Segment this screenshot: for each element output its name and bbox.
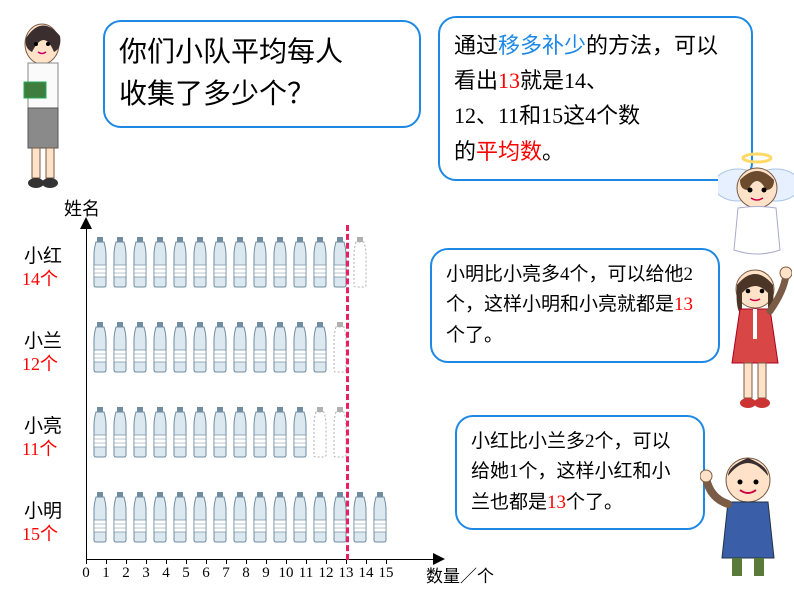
boy-figure xyxy=(700,448,790,578)
row-name: 小兰 xyxy=(24,326,62,353)
explain-text-b: 12、11和15这4个数 xyxy=(454,103,640,128)
teacher-figure xyxy=(4,18,84,193)
explain-bubble-low: 小红比小兰多2个，可以给她1个，这样小红和小兰也都是13个了。 xyxy=(455,415,705,530)
row-name: 小红 xyxy=(24,241,62,268)
y-axis xyxy=(86,225,87,560)
x-tick-label: 13 xyxy=(339,565,354,582)
bottle-row xyxy=(90,490,390,544)
angel-figure xyxy=(718,150,794,260)
x-tick-label: 1 xyxy=(102,565,110,582)
row-count: 11个 xyxy=(22,435,57,461)
x-tick-label: 10 xyxy=(279,565,294,582)
explain-text-mid: 小明比小亮多4个，可以给他2个，这样小明和小亮就都是13个了。 xyxy=(446,264,693,346)
explain-bubble-top: 通过移多补少的方法，可以看出13就是14、 12、11和15这4个数 的平均数。 xyxy=(438,16,753,181)
question-line2: 收集了多少个？ xyxy=(119,74,405,116)
explain-text-c: 的平均数。 xyxy=(454,139,564,164)
question-line1: 你们小队平均每人 xyxy=(119,32,405,74)
x-tick-label: 4 xyxy=(162,565,170,582)
x-tick-label: 9 xyxy=(262,565,270,582)
x-axis xyxy=(86,559,436,560)
row-count: 15个 xyxy=(22,520,58,546)
girl-figure xyxy=(718,263,792,413)
x-tick-label: 6 xyxy=(202,565,210,582)
x-tick-label: 14 xyxy=(359,565,374,582)
x-tick-label: 7 xyxy=(222,565,230,582)
row-name: 小亮 xyxy=(24,411,62,438)
x-tick-label: 0 xyxy=(82,565,90,582)
x-tick-label: 11 xyxy=(299,565,313,582)
x-tick-label: 5 xyxy=(182,565,190,582)
row-name: 小明 xyxy=(24,496,62,523)
bottle-row xyxy=(90,235,370,289)
x-tick-label: 2 xyxy=(122,565,130,582)
pictograph-chart: 姓名 数量／个 0123456789101112131415 小红14个 xyxy=(14,200,454,595)
explain-bubble-mid: 小明比小亮多4个，可以给他2个，这样小明和小亮就都是13个了。 xyxy=(430,248,720,363)
x-tick-label: 3 xyxy=(142,565,150,582)
bottle-row xyxy=(90,405,350,459)
explain-text-a: 通过移多补少的方法，可以看出13就是14、 xyxy=(454,33,718,93)
x-tick-label: 12 xyxy=(319,565,334,582)
average-line xyxy=(346,225,349,560)
explain-text-low: 小红比小兰多2个，可以给她1个，这样小红和小兰也都是13个了。 xyxy=(471,431,671,513)
x-axis-label: 数量／个 xyxy=(426,562,494,587)
row-count: 14个 xyxy=(22,265,58,291)
question-bubble: 你们小队平均每人 收集了多少个？ xyxy=(103,20,421,128)
bottle-row xyxy=(90,320,350,374)
x-tick-label: 15 xyxy=(379,565,394,582)
y-axis-arrow xyxy=(80,217,92,229)
x-tick-label: 8 xyxy=(242,565,250,582)
row-count: 12个 xyxy=(22,350,58,376)
